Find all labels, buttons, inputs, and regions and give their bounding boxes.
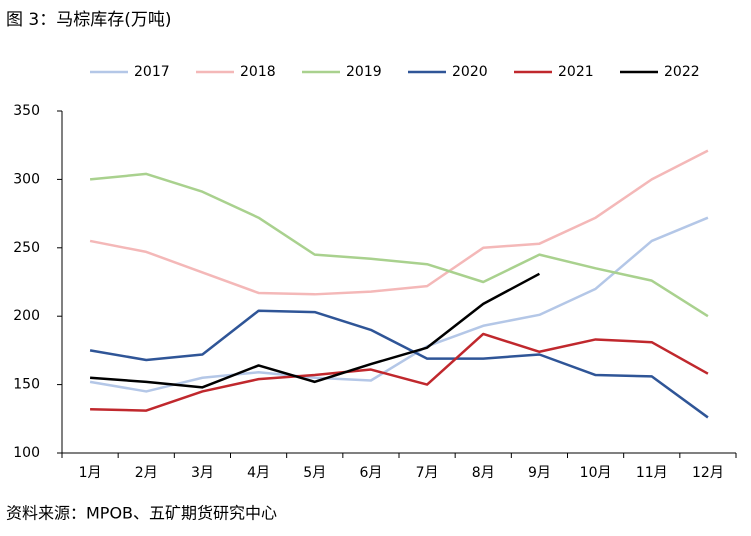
x-tick-label: 5月 [303, 465, 326, 481]
y-tick-label: 100 [13, 445, 40, 461]
series-line [90, 332, 709, 412]
y-tick-label: 250 [13, 240, 40, 256]
legend-label: 2018 [240, 64, 276, 80]
x-tick-label: 10月 [580, 465, 612, 481]
series-line [89, 216, 709, 393]
x-tick-label: 4月 [247, 465, 270, 481]
legend-label: 2019 [346, 64, 382, 80]
legend-label: 2021 [558, 64, 594, 80]
y-tick-label: 150 [13, 377, 40, 393]
x-tick-label: 12月 [692, 465, 724, 481]
y-tick-label: 300 [13, 171, 40, 187]
series-line [89, 272, 541, 389]
series-line [89, 149, 709, 296]
x-tick-label: 8月 [472, 465, 495, 481]
series-line [89, 309, 709, 419]
x-tick-label: 7月 [416, 465, 439, 481]
chart-title: 图 3：马棕库存(万吨) [6, 10, 171, 30]
y-tick-label: 200 [13, 308, 40, 324]
x-tick-label: 6月 [359, 465, 382, 481]
y-tick-label: 350 [13, 103, 40, 119]
legend-label: 2017 [134, 64, 170, 80]
legend-label: 2022 [664, 64, 700, 80]
series-line [89, 172, 709, 318]
x-tick-label: 11月 [636, 465, 668, 481]
source-note: 资料来源：MPOB、五矿期货研究中心 [6, 504, 277, 523]
x-tick-label: 3月 [191, 465, 214, 481]
x-tick-label: 1月 [79, 465, 102, 481]
x-tick-label: 9月 [528, 465, 551, 481]
x-tick-label: 2月 [135, 465, 158, 481]
legend-label: 2020 [452, 64, 488, 80]
